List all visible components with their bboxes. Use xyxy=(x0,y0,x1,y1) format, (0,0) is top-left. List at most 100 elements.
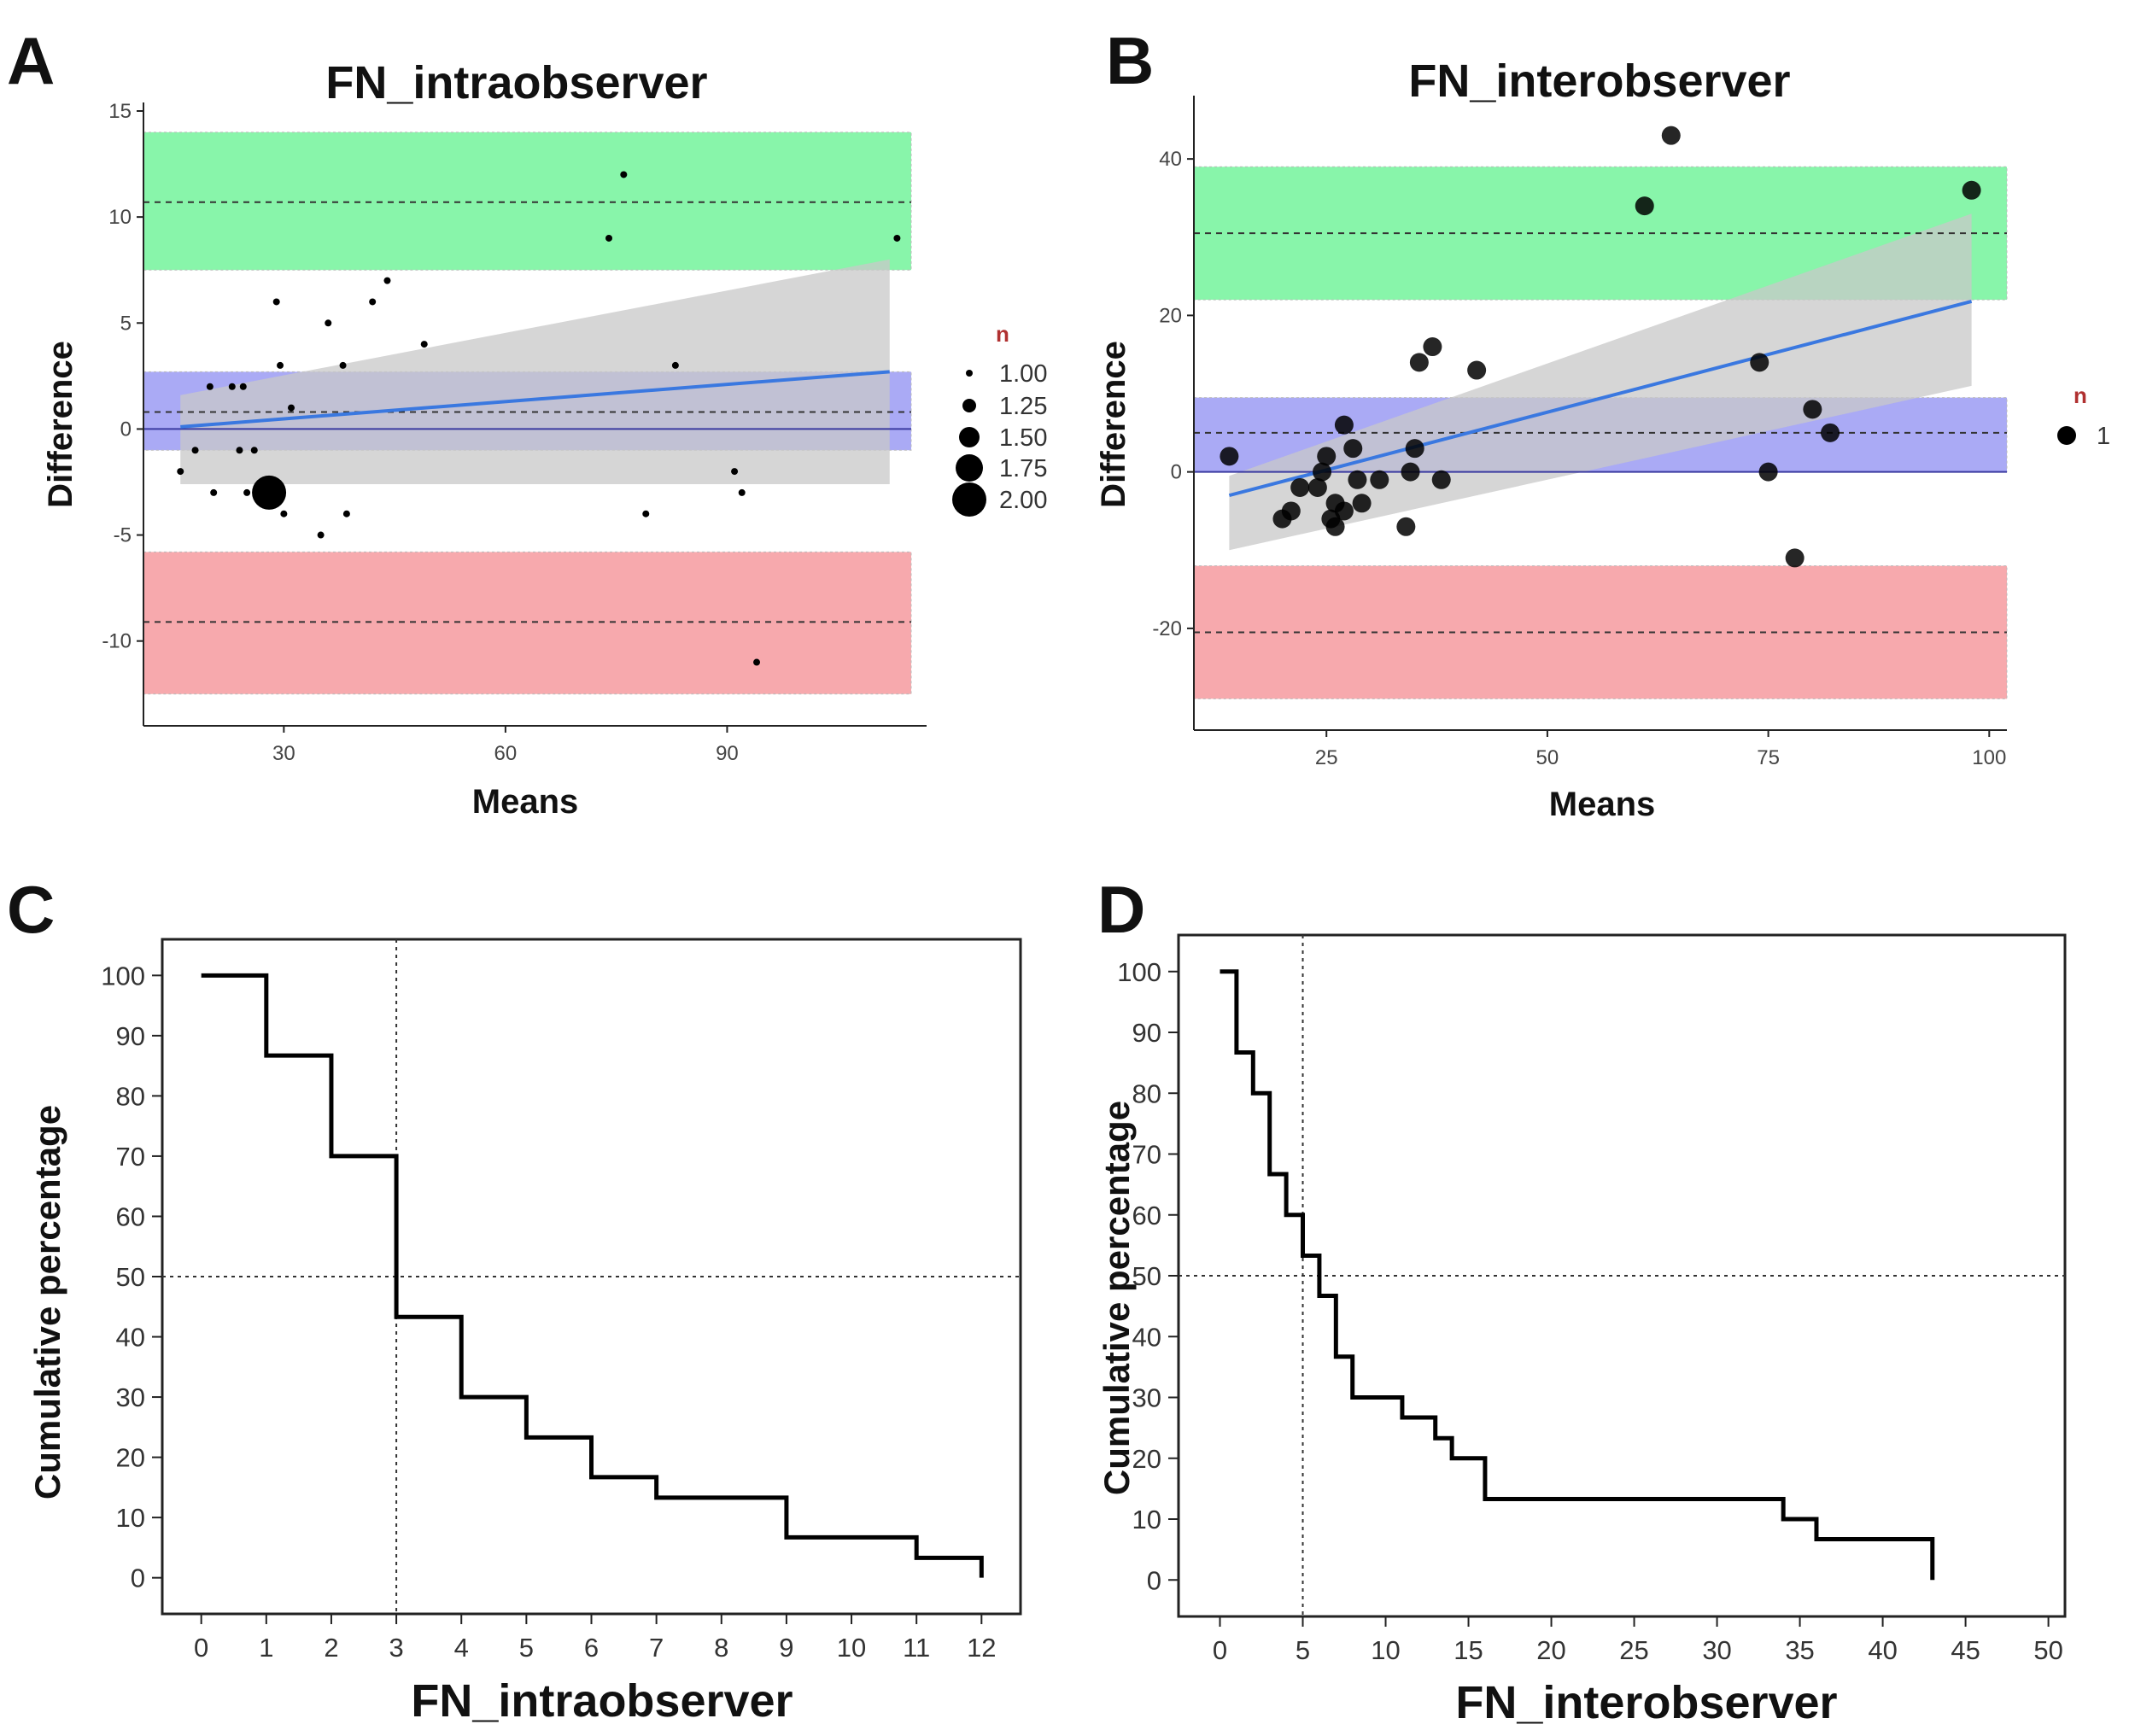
chart-b-point xyxy=(1334,501,1354,521)
chart-a-title: FN_intraobserver xyxy=(325,57,707,108)
chart-c-x-tick-label: 4 xyxy=(454,1633,469,1663)
chart-a-point xyxy=(620,171,628,178)
chart-a-point xyxy=(250,447,258,454)
chart-c-x-tick-label: 6 xyxy=(584,1633,599,1663)
chart-b-point xyxy=(1290,477,1310,497)
panel-letter-b: B xyxy=(1106,23,1154,98)
chart-a-legend-label: 1.25 xyxy=(999,393,1047,420)
chart-d-y-tick-label: 20 xyxy=(1132,1444,1161,1474)
chart-b-point xyxy=(1325,517,1345,536)
chart-a-point xyxy=(342,510,350,517)
chart-a-y-tick-label: -5 xyxy=(114,524,132,547)
chart-a-confidence-band xyxy=(180,259,890,484)
chart-d-y-tick-label: 80 xyxy=(1132,1078,1161,1108)
chart-b-point xyxy=(1635,196,1654,216)
chart-b-x-tick-label: 25 xyxy=(1315,746,1338,769)
chart-a-y-tick-label: 0 xyxy=(120,418,132,441)
chart-a-point xyxy=(191,447,199,454)
chart-c-y-tick-label: 100 xyxy=(101,961,145,991)
chart-b-ylabel: Difference xyxy=(1095,341,1132,508)
chart-d-x-tick-label: 40 xyxy=(1868,1635,1897,1665)
chart-b-point xyxy=(1405,439,1424,459)
chart-c-x-tick-label: 8 xyxy=(714,1633,728,1663)
chart-a-point xyxy=(228,383,236,390)
chart-d-x-tick-label: 25 xyxy=(1619,1635,1648,1665)
chart-b-point xyxy=(1334,415,1354,435)
chart-b-point xyxy=(1467,360,1487,380)
chart-b-point xyxy=(1317,447,1337,466)
panel-letter-c: C xyxy=(7,872,55,947)
chart-b-point xyxy=(1962,180,1981,200)
chart-c-y-tick-label: 50 xyxy=(116,1262,145,1292)
chart-a-point xyxy=(236,447,243,454)
chart-a-point xyxy=(671,361,679,369)
chart-a-y-tick-label: 5 xyxy=(120,312,132,335)
chart-a-point xyxy=(280,510,288,517)
chart-b-y-tick-label: -20 xyxy=(1152,617,1182,640)
chart-b-xlabel: Means xyxy=(1549,786,1656,823)
chart-c-x-tick-label: 3 xyxy=(389,1633,403,1663)
chart-d-x-tick-label: 30 xyxy=(1702,1635,1731,1665)
chart-c-y-tick-label: 10 xyxy=(116,1503,145,1533)
chart-a-legend-swatch xyxy=(966,370,973,377)
chart-b-point xyxy=(1352,494,1372,513)
chart-a-point xyxy=(605,234,613,242)
chart-b-point xyxy=(1821,423,1840,442)
panel-letter-a: A xyxy=(7,23,55,98)
chart-c-x-tick-label: 5 xyxy=(519,1633,534,1663)
chart-b-point xyxy=(1423,337,1442,357)
chart-d-x-tick-label: 5 xyxy=(1296,1635,1310,1665)
chart-a-y-tick-label: 10 xyxy=(108,206,132,229)
chart-d-y-tick-label: 60 xyxy=(1132,1201,1161,1230)
chart-d-cumulative-step-line xyxy=(1220,969,1935,1581)
chart-c-cumulative-step-line xyxy=(201,973,984,1578)
chart-d-x-tick-label: 15 xyxy=(1454,1635,1483,1665)
chart-a-point xyxy=(420,341,428,348)
chart-a-regression-line xyxy=(180,370,890,429)
chart-d-y-tick-label: 10 xyxy=(1132,1505,1161,1534)
chart-b-point xyxy=(1758,462,1778,482)
chart-b-point xyxy=(1409,353,1429,372)
chart-c-frame xyxy=(161,938,1022,1616)
chart-b-x-tick-label: 100 xyxy=(1972,746,2006,769)
chart-d-x-tick-label: 50 xyxy=(2033,1635,2062,1665)
chart-a-point xyxy=(272,298,280,306)
chart-b-point xyxy=(1307,477,1327,497)
chart-a-legend-title: n xyxy=(996,321,1009,347)
chart-c-ylabel: Cumulative percentage xyxy=(27,1105,67,1499)
chart-a-point xyxy=(288,404,295,412)
chart-b-point xyxy=(1396,517,1416,536)
chart-a-legend-label: 1.75 xyxy=(999,455,1047,482)
chart-c-x-tick-label: 10 xyxy=(837,1633,866,1663)
chart-a-point xyxy=(325,319,332,327)
chart-b-point xyxy=(1401,462,1420,482)
chart-a-point xyxy=(738,488,746,496)
chart-b-point xyxy=(1348,470,1367,489)
chart-d-y-tick-label: 100 xyxy=(1117,957,1161,987)
chart-d-y-tick-label: 0 xyxy=(1147,1565,1161,1595)
chart-a-x-tick-label: 90 xyxy=(716,742,739,765)
chart-a-y-tick-label: 15 xyxy=(108,100,132,123)
chart-d-y-tick-label: 30 xyxy=(1132,1383,1161,1413)
chart-a-point xyxy=(369,298,377,306)
chart-b-point xyxy=(1370,470,1389,489)
chart-a-point xyxy=(210,488,218,496)
chart-a-legend-swatch xyxy=(952,482,986,517)
chart-b-point xyxy=(1220,447,1239,466)
chart-c-x-tick-label: 0 xyxy=(194,1633,208,1663)
chart-a-point xyxy=(206,383,214,390)
chart-c-x-tick-label: 2 xyxy=(324,1633,338,1663)
chart-b-point xyxy=(1803,400,1822,419)
chart-b-point xyxy=(1750,353,1769,372)
chart-b-x-tick-label: 75 xyxy=(1757,746,1780,769)
chart-a-legend-swatch xyxy=(956,454,983,482)
chart-b-point xyxy=(1313,462,1332,482)
chart-a-point xyxy=(339,361,347,369)
chart-d-y-tick-label: 70 xyxy=(1132,1140,1161,1170)
chart-b-point xyxy=(1661,126,1681,145)
chart-d-y-tick-label: 90 xyxy=(1132,1018,1161,1048)
chart-d-y-tick-label: 40 xyxy=(1132,1322,1161,1352)
chart-b-y-tick-label: 40 xyxy=(1159,148,1182,171)
chart-a-legend-swatch xyxy=(959,427,980,447)
